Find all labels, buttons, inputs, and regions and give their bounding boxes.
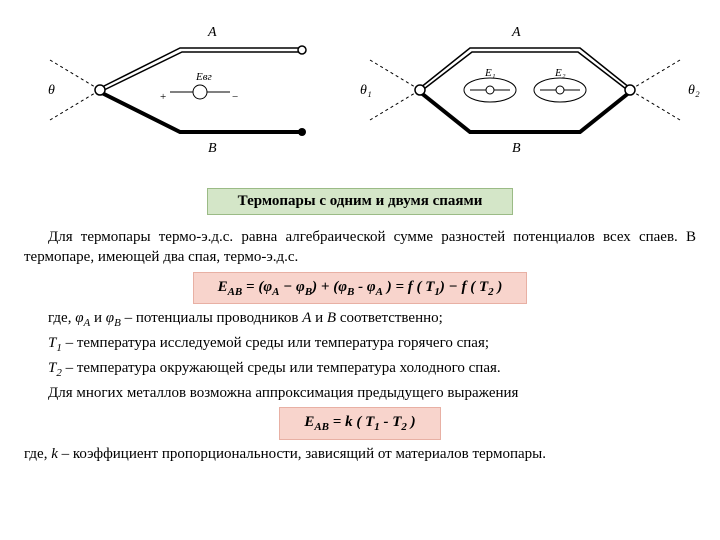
formula-2-text: EAB = k ( T1 - T2 ) <box>304 414 415 430</box>
thermocouple-diagram: Eвг + − A B θ E₁ E₂ A B θ <box>0 0 720 180</box>
svg-text:E₁: E₁ <box>484 67 496 79</box>
k-sym: k <box>51 446 58 462</box>
para-approx: Для многих металлов возможна аппроксимац… <box>24 383 696 403</box>
txt: – потенциалы проводников <box>121 310 302 326</box>
section-title: Термопары с одним и двумя спаями <box>207 188 514 215</box>
line-t1: T1 – температура исследуемой среды или т… <box>24 333 696 356</box>
para-k: где, k – коэффициент пропорциональности,… <box>24 444 696 464</box>
a: A <box>302 310 311 326</box>
label-theta2: θ₂ <box>688 83 700 98</box>
label-theta1: θ₁ <box>360 83 372 98</box>
svg-text:+: + <box>160 91 166 103</box>
b: B <box>327 310 336 326</box>
formula-1-text: EAB = (φA − φB) + (φB - φA ) = f ( T1) −… <box>218 279 503 295</box>
txt: и <box>311 310 327 326</box>
txt: и <box>90 310 106 326</box>
txt: где, <box>48 310 75 326</box>
label-b-right: B <box>512 141 521 156</box>
label-b-left: B <box>208 141 217 156</box>
phi-a: φ <box>75 310 83 326</box>
label-theta: θ <box>48 83 55 98</box>
txt: где, <box>24 446 51 462</box>
svg-text:−: − <box>232 91 238 103</box>
formula-2: EAB = k ( T1 - T2 ) <box>279 407 440 440</box>
label-a-left: A <box>207 25 217 40</box>
para-intro: Для термопары термо-э.д.с. равна алгебра… <box>24 227 696 268</box>
txt: соответственно; <box>336 310 443 326</box>
svg-text:E₂: E₂ <box>554 67 566 79</box>
phi-b: φ <box>106 310 114 326</box>
line-where-phi: где, φA и φB – потенциалы проводников A … <box>24 308 696 331</box>
sub-b: B <box>114 317 121 329</box>
label-a-right: A <box>511 25 521 40</box>
txt: – коэффициент пропорциональности, завися… <box>58 446 546 462</box>
t1-rest: – температура исследуемой среды или темп… <box>62 335 489 351</box>
label-eab: Eвг <box>195 71 212 83</box>
t2-rest: – температура окружающей среды или темпе… <box>62 360 501 376</box>
formula-1: EAB = (φA − φB) + (φB - φA ) = f ( T1) −… <box>193 272 528 305</box>
line-t2: T2 – температура окружающей среды или те… <box>24 358 696 381</box>
body-content: Для термопары термо-э.д.с. равна алгебра… <box>0 227 720 464</box>
